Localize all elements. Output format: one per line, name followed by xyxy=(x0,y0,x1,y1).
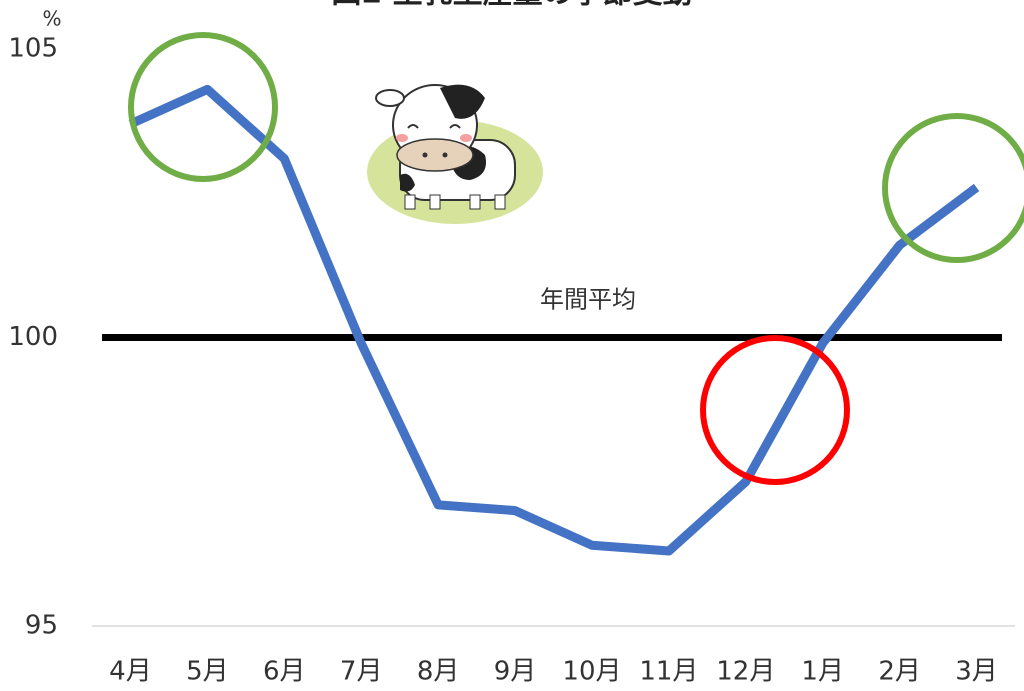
x-tick-label: 11月 xyxy=(639,657,698,687)
x-tick-label: 3月 xyxy=(955,657,998,687)
x-tick-label: 9月 xyxy=(494,657,537,687)
chart-title: 図2 生乳生産量の季節変動 xyxy=(331,0,692,11)
x-tick-label: 10月 xyxy=(562,657,621,687)
x-tick-label: 4月 xyxy=(109,657,152,687)
y-unit: % xyxy=(42,7,61,31)
cow-illustration xyxy=(367,85,543,224)
highlight-circle xyxy=(131,35,275,179)
highlight-circle xyxy=(885,116,1024,260)
x-tick-label: 8月 xyxy=(417,657,460,687)
y-tick-label: 95 xyxy=(25,611,58,641)
x-tick-label: 12月 xyxy=(716,657,775,687)
chart: 図2 生乳生産量の季節変動 % 95 100 105 4月 5月 6月 7月 8月 9月 10月 1… xyxy=(0,0,1024,691)
x-tick-label: 7月 xyxy=(340,657,383,687)
x-tick-label: 6月 xyxy=(263,657,306,687)
y-tick-label: 105 xyxy=(8,34,58,64)
x-tick-label: 2月 xyxy=(878,657,921,687)
x-tick-label: 5月 xyxy=(186,657,229,687)
y-tick-label: 100 xyxy=(8,322,58,352)
x-tick-label: 1月 xyxy=(801,657,844,687)
average-label: 年間平均 xyxy=(540,286,636,314)
highlight-circle xyxy=(703,338,847,482)
